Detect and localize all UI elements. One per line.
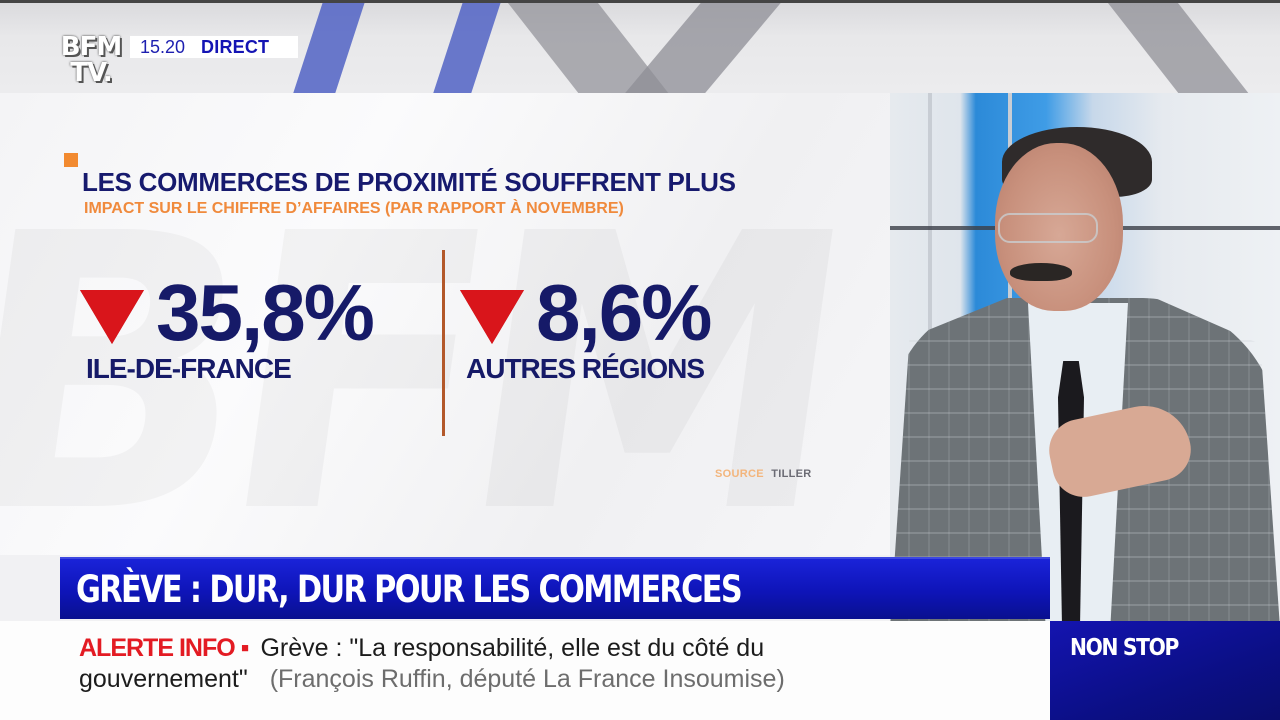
camera-feed bbox=[890, 93, 1280, 623]
stat-divider bbox=[442, 250, 445, 436]
headline-band: GRÈVE : DUR, DUR POUR LES COMMERCES bbox=[60, 557, 1050, 619]
ticker-quote-part-1: Grève : "La responsabilité, elle est du … bbox=[260, 634, 765, 662]
down-arrow-icon bbox=[460, 290, 524, 344]
broadcast-time: 15.20 bbox=[140, 36, 186, 57]
orange-square-icon bbox=[64, 153, 78, 167]
stat-ile-de-france: 35,8% ILE-DE-FRANCE bbox=[80, 268, 375, 385]
infographic-subtitle: IMPACT SUR LE CHIFFRE D’AFFAIRES (PAR RA… bbox=[84, 200, 624, 217]
stat-label: ILE-DE-FRANCE bbox=[86, 353, 292, 384]
headline-text: GRÈVE : DUR, DUR POUR LES COMMERCES bbox=[76, 567, 743, 611]
top-edge bbox=[0, 0, 1280, 3]
guest-face bbox=[995, 143, 1123, 311]
backdrop-pillar bbox=[928, 93, 932, 333]
ticker-attribution: (François Ruffin, député La France Insou… bbox=[269, 665, 785, 693]
logo-line-1: BFM bbox=[60, 32, 122, 62]
stat-autres-regions: 8,6% AUTRES RÉGIONS bbox=[460, 268, 712, 385]
ticker-line-2: gouvernement" (François Ruffin, député La… bbox=[79, 665, 785, 694]
program-badge: NON STOP bbox=[1050, 621, 1280, 720]
ticker-quote-part-2: gouvernement" bbox=[79, 665, 248, 693]
live-badge: 15.20 DIRECT bbox=[130, 36, 298, 58]
guest-glasses bbox=[998, 213, 1098, 243]
source-label: SOURCE bbox=[715, 468, 764, 480]
backdrop-stripe bbox=[424, 0, 508, 93]
stat-value: 8,6% bbox=[536, 268, 712, 357]
ticker-line-1: ALERTE INFO ▪ Grève : "La responsabilité,… bbox=[79, 634, 764, 663]
stat-value: 35,8% bbox=[156, 268, 375, 357]
infographic-panel: BFM LES COMMERCES DE PROXIMITÉ SOUFFRENT… bbox=[0, 93, 890, 555]
channel-logo: BFM TV. bbox=[58, 34, 124, 92]
backdrop-stripe bbox=[1090, 0, 1270, 93]
live-label: DIRECT bbox=[201, 36, 270, 57]
left-margin bbox=[0, 555, 60, 621]
stat-label: AUTRES RÉGIONS bbox=[466, 353, 705, 384]
down-arrow-icon bbox=[80, 290, 144, 344]
news-ticker: ALERTE INFO ▪ Grève : "La responsabilité,… bbox=[0, 621, 1050, 720]
alert-label: ALERTE INFO ▪ bbox=[79, 634, 249, 662]
source-name: TILLER bbox=[771, 468, 812, 480]
logo-line-2: TV. bbox=[70, 58, 112, 88]
infographic-title: LES COMMERCES DE PROXIMITÉ SOUFFRENT PLU… bbox=[82, 167, 736, 197]
source-credit: SOURCE TILLER bbox=[715, 468, 812, 480]
program-name: NON STOP bbox=[1070, 635, 1179, 661]
guest-mustache bbox=[1010, 263, 1072, 281]
